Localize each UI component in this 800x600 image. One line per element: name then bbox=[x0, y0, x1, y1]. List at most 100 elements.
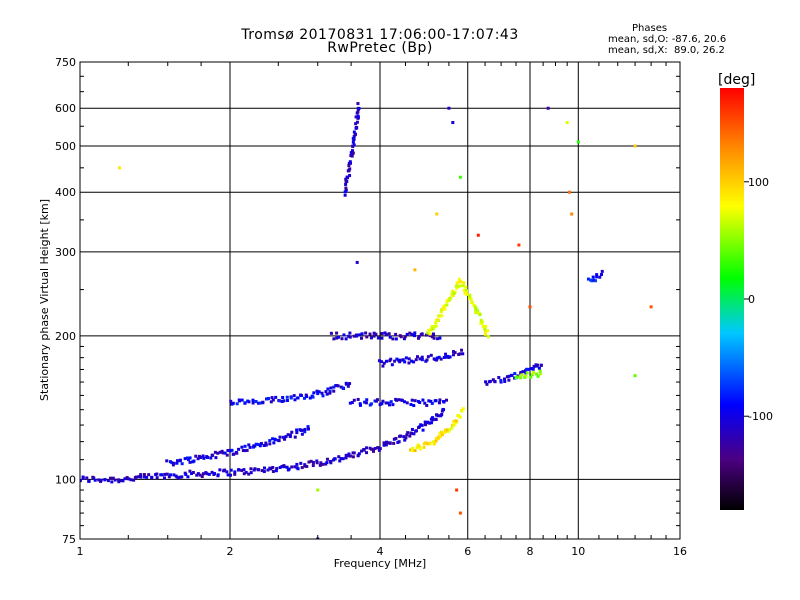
data-point bbox=[432, 442, 436, 446]
data-point bbox=[352, 134, 356, 138]
data-point bbox=[268, 439, 272, 443]
data-point bbox=[480, 320, 484, 324]
data-point bbox=[271, 398, 275, 402]
data-point bbox=[520, 373, 524, 377]
chart-title-line2: RwPretec (Bp) bbox=[327, 40, 433, 56]
data-point bbox=[461, 284, 465, 288]
data-point bbox=[106, 479, 110, 483]
data-point bbox=[430, 401, 434, 405]
data-point bbox=[228, 473, 232, 477]
data-point bbox=[169, 473, 173, 477]
data-point bbox=[445, 398, 449, 402]
data-point bbox=[442, 431, 446, 435]
data-point bbox=[376, 336, 380, 340]
data-point bbox=[356, 106, 360, 110]
data-point bbox=[440, 433, 444, 437]
data-point bbox=[110, 480, 114, 484]
data-point bbox=[407, 357, 411, 361]
data-point bbox=[535, 363, 539, 367]
data-point bbox=[311, 464, 315, 468]
data-point bbox=[443, 304, 447, 308]
data-point bbox=[465, 288, 469, 292]
data-point bbox=[435, 413, 439, 417]
data-point bbox=[163, 476, 167, 480]
data-point bbox=[428, 421, 432, 425]
x-tick-label: 6 bbox=[464, 545, 471, 558]
data-point bbox=[417, 425, 421, 429]
data-point bbox=[186, 475, 190, 479]
data-point bbox=[598, 275, 602, 279]
data-point bbox=[199, 456, 203, 460]
data-point bbox=[418, 445, 422, 449]
data-point bbox=[348, 454, 352, 458]
data-point bbox=[339, 385, 343, 389]
data-point bbox=[386, 401, 390, 405]
data-point bbox=[431, 440, 435, 444]
data-point bbox=[423, 401, 427, 405]
data-point bbox=[256, 401, 260, 405]
data-point bbox=[180, 475, 184, 479]
data-point bbox=[113, 478, 117, 482]
data-point bbox=[285, 399, 289, 403]
data-point bbox=[439, 310, 443, 314]
data-point bbox=[117, 166, 121, 170]
data-point bbox=[292, 394, 296, 398]
data-point bbox=[592, 278, 596, 282]
data-point bbox=[369, 402, 373, 406]
data-point bbox=[519, 370, 523, 374]
data-point bbox=[410, 359, 414, 363]
data-point bbox=[414, 358, 418, 362]
data-point bbox=[350, 401, 354, 405]
data-point bbox=[410, 398, 414, 402]
data-point bbox=[178, 458, 182, 462]
data-point bbox=[437, 401, 441, 405]
x-axis-title: Frequency [MHz] bbox=[334, 557, 426, 570]
data-point bbox=[457, 277, 461, 281]
data-point bbox=[354, 125, 358, 129]
data-point bbox=[392, 437, 396, 441]
data-point bbox=[398, 360, 402, 364]
data-point bbox=[347, 161, 351, 165]
data-point bbox=[518, 375, 522, 379]
data-point bbox=[397, 398, 401, 402]
plot-grid bbox=[80, 62, 680, 539]
data-point bbox=[423, 420, 427, 424]
data-point bbox=[428, 332, 432, 336]
data-point bbox=[430, 324, 434, 328]
data-point bbox=[243, 401, 247, 405]
data-point bbox=[507, 374, 511, 378]
data-point bbox=[329, 331, 333, 335]
data-point bbox=[369, 447, 373, 451]
data-point bbox=[410, 431, 414, 435]
data-point bbox=[352, 451, 356, 455]
data-point bbox=[129, 478, 133, 482]
data-point bbox=[311, 395, 315, 399]
data-point bbox=[344, 456, 348, 460]
data-point bbox=[210, 453, 214, 457]
data-point bbox=[431, 416, 435, 420]
data-point bbox=[205, 472, 209, 476]
data-point bbox=[121, 479, 125, 483]
data-point bbox=[142, 473, 146, 477]
data-point bbox=[249, 467, 253, 471]
data-point bbox=[143, 475, 147, 479]
data-point bbox=[395, 398, 399, 402]
data-point bbox=[537, 366, 541, 370]
data-point bbox=[451, 350, 455, 354]
data-point bbox=[256, 442, 260, 446]
data-point bbox=[387, 332, 391, 336]
data-point bbox=[198, 473, 202, 477]
data-point bbox=[325, 392, 329, 396]
data-point bbox=[242, 468, 246, 472]
data-point bbox=[406, 431, 410, 435]
data-point bbox=[364, 401, 368, 405]
data-point bbox=[404, 356, 408, 360]
data-point bbox=[274, 469, 278, 473]
data-point bbox=[231, 401, 235, 405]
data-point bbox=[257, 468, 261, 472]
data-point bbox=[344, 188, 348, 192]
data-point bbox=[172, 473, 176, 477]
data-point bbox=[187, 458, 191, 462]
data-point bbox=[218, 450, 222, 454]
